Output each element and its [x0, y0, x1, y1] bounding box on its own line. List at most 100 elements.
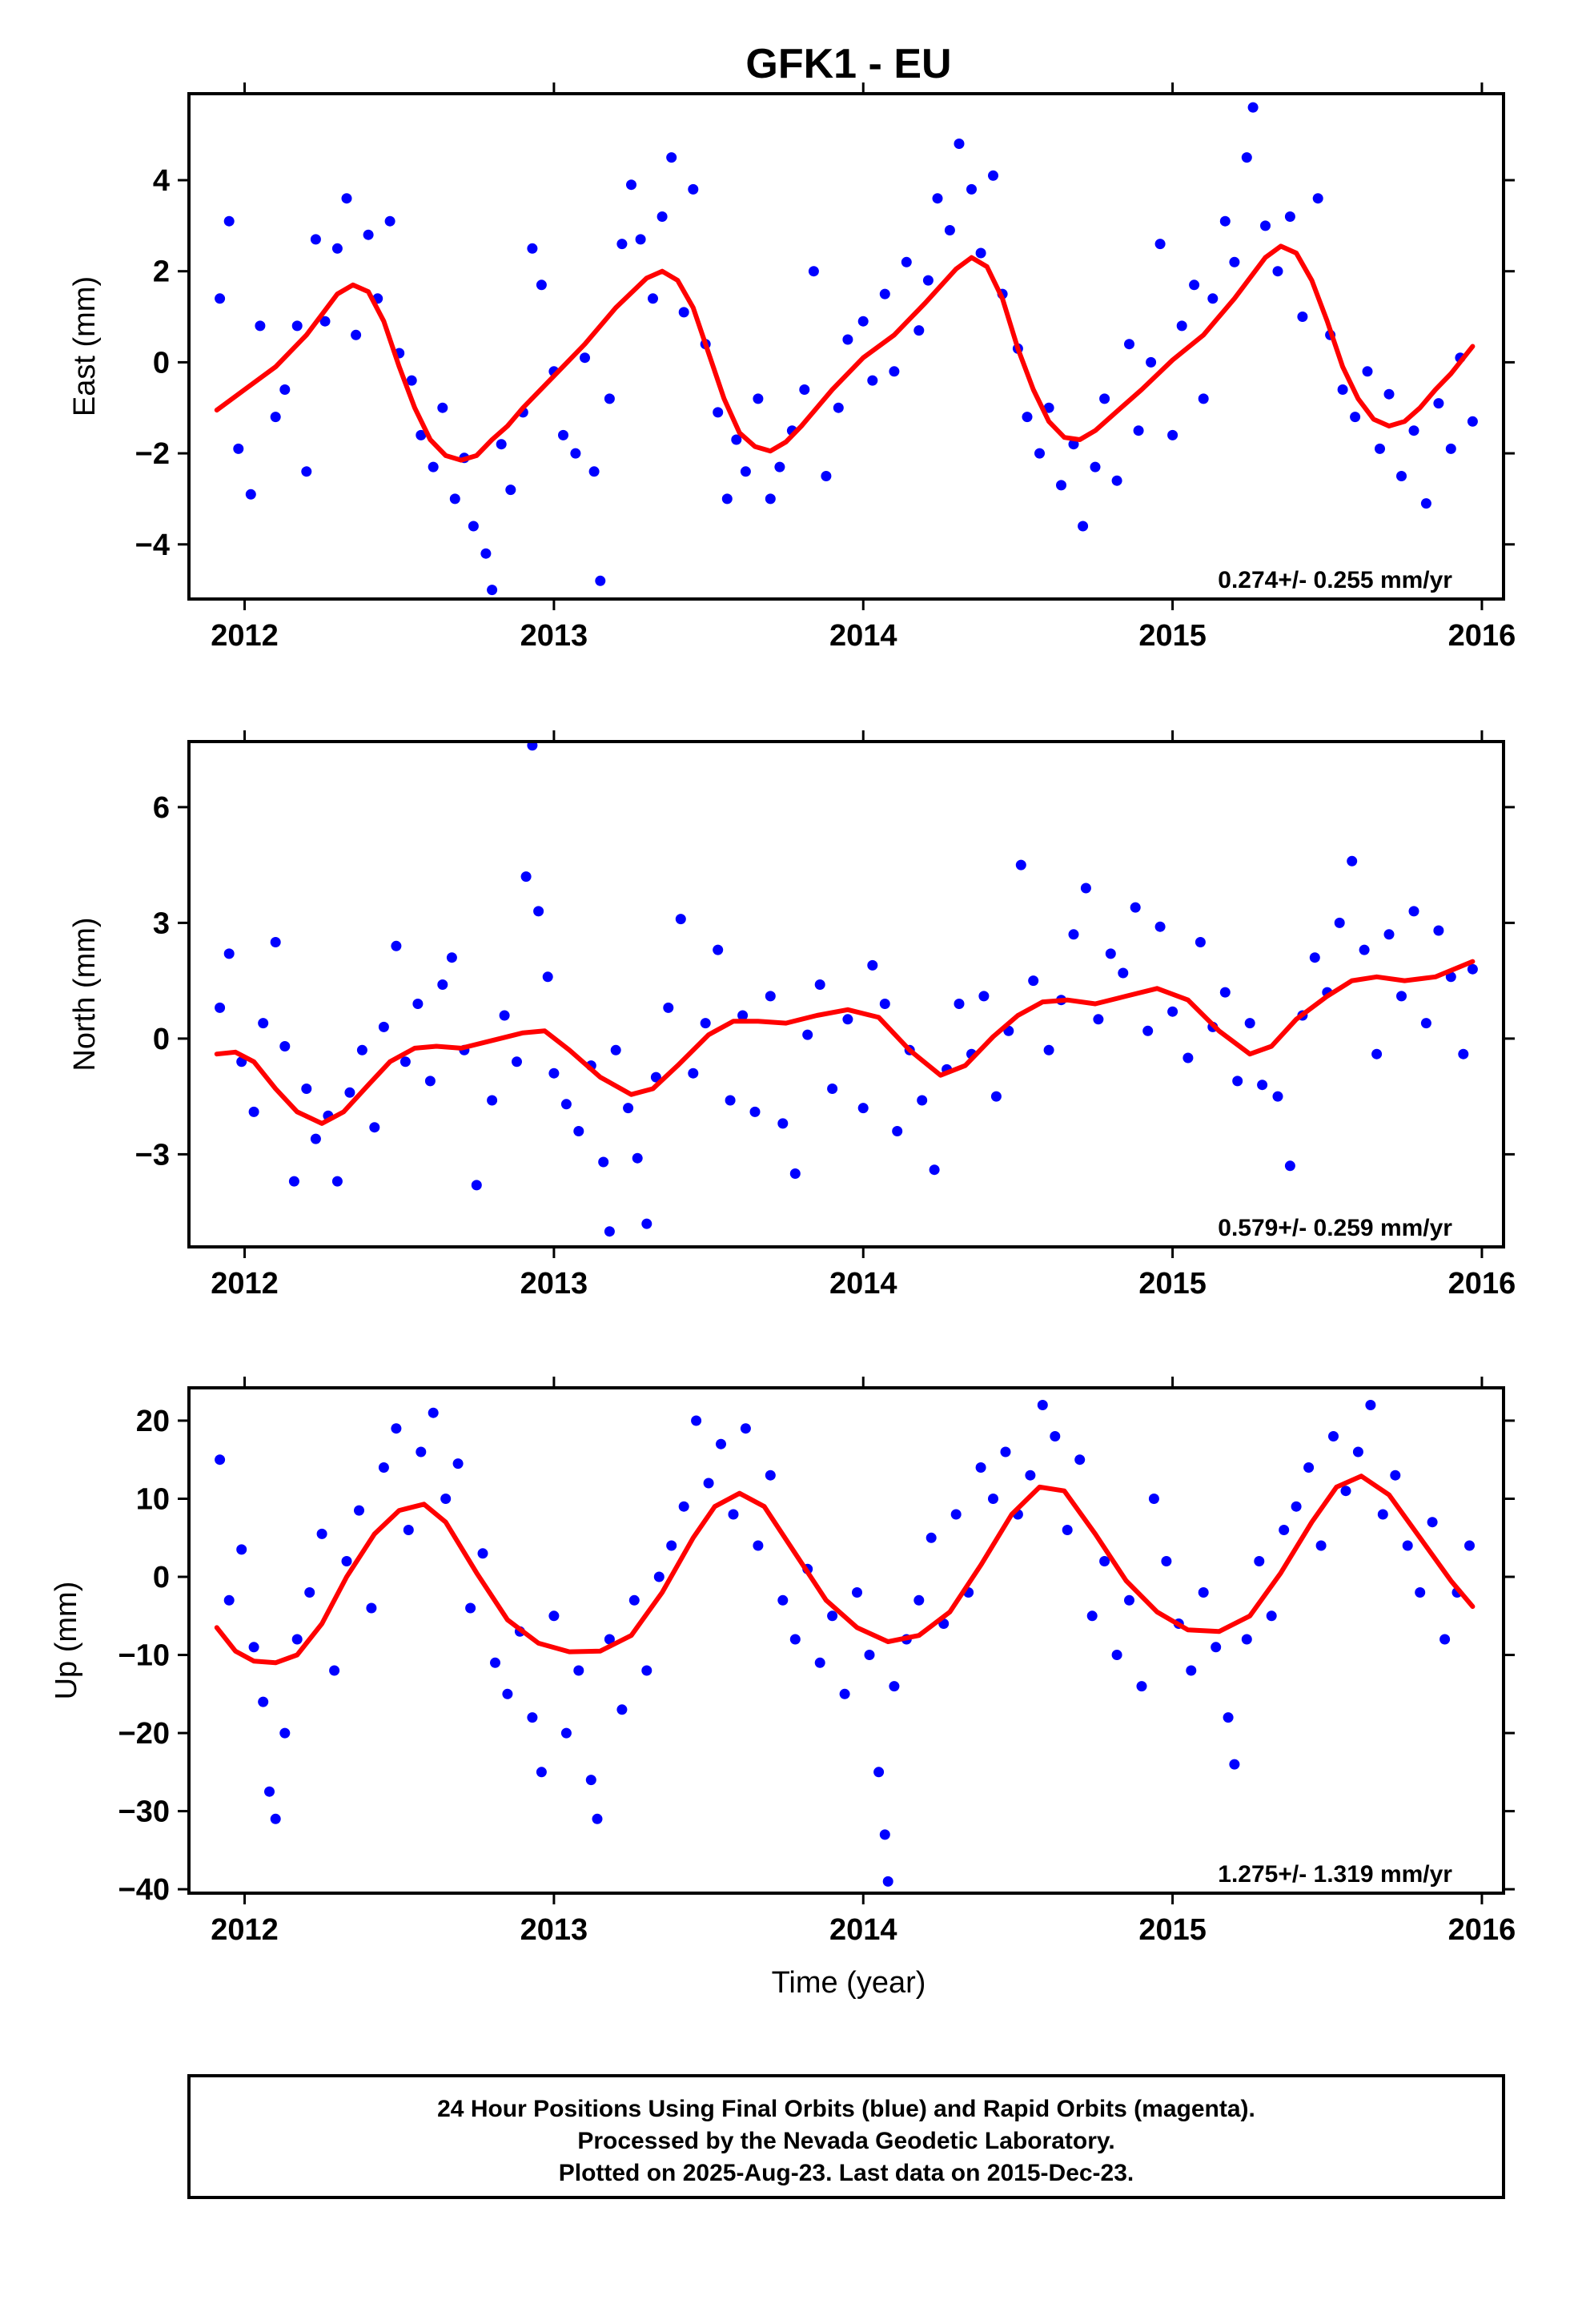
east-data-point — [1099, 393, 1110, 404]
up-data-point — [873, 1767, 885, 1778]
east-data-point — [889, 366, 900, 377]
up-data-point — [536, 1767, 547, 1778]
east-data-point — [1312, 193, 1323, 204]
up-data-point — [1000, 1446, 1011, 1458]
up-data-point — [279, 1727, 291, 1739]
north-data-point — [310, 1133, 321, 1144]
up-data-point — [789, 1634, 801, 1645]
up-data-point — [616, 1704, 628, 1715]
east-data-point — [1362, 366, 1373, 377]
north-data-point — [248, 1106, 259, 1117]
east-data-point — [416, 429, 427, 440]
up-data-point — [765, 1470, 776, 1481]
east-data-point — [833, 402, 844, 413]
east-data-point — [821, 471, 832, 481]
east-data-point — [648, 293, 658, 304]
north-data-point — [560, 1099, 572, 1110]
north-data-point — [1167, 1006, 1178, 1017]
north-data-point — [499, 1010, 510, 1021]
north-y-tick-label: 6 — [153, 791, 170, 825]
north-data-point — [1182, 1052, 1194, 1063]
north-data-point — [1015, 859, 1026, 870]
east-data-point — [1034, 448, 1045, 459]
east-data-point — [310, 234, 321, 245]
north-data-point — [1272, 1091, 1283, 1102]
north-data-point — [1154, 921, 1166, 932]
east-x-tick-label: 2015 — [1138, 619, 1207, 653]
up-data-point — [1279, 1525, 1290, 1535]
east-data-point — [1068, 439, 1079, 450]
east-data-point — [595, 575, 606, 586]
east-data-point — [341, 193, 352, 204]
east-data-point — [1337, 384, 1348, 395]
up-y-tick-label: −30 — [118, 1795, 170, 1829]
north-y-tick-label: 0 — [153, 1023, 170, 1056]
east-y-tick-label: −4 — [135, 529, 170, 562]
north-x-tick-label: 2013 — [520, 1267, 588, 1301]
north-data-point — [331, 1176, 343, 1187]
east-data-point — [713, 407, 724, 418]
footer-line-3: Plotted on 2025-Aug-23. Last data on 201… — [559, 2160, 1134, 2186]
north-data-point — [573, 1126, 584, 1136]
east-rate-label: 0.274+/- 0.255 mm/yr — [1218, 567, 1452, 593]
up-data-point — [1136, 1681, 1147, 1692]
up-plot-frame — [187, 1386, 1505, 1895]
north-data-point — [929, 1164, 940, 1176]
east-data-point — [558, 429, 568, 440]
east-data-point — [1420, 498, 1431, 509]
up-data-point — [728, 1509, 739, 1520]
north-x-tick-label: 2016 — [1448, 1267, 1516, 1301]
north-data-point — [1371, 1048, 1383, 1059]
up-data-point — [1086, 1610, 1098, 1622]
east-data-point — [988, 170, 998, 181]
up-data-point — [548, 1610, 560, 1622]
north-data-point — [424, 1076, 436, 1087]
north-data-point — [1467, 963, 1478, 975]
up-data-point — [329, 1665, 340, 1676]
up-data-point — [248, 1642, 259, 1653]
east-data-point — [774, 461, 785, 472]
up-data-point — [1352, 1446, 1363, 1458]
east-data-point — [626, 179, 636, 191]
up-data-point — [428, 1407, 439, 1418]
north-data-point — [604, 1226, 615, 1237]
up-data-point — [1291, 1501, 1302, 1512]
up-data-point — [1241, 1634, 1252, 1645]
up-data-point — [678, 1501, 689, 1512]
east-x-tick-label: 2012 — [211, 619, 279, 653]
north-data-point — [1284, 1160, 1295, 1172]
up-data-point — [1427, 1517, 1438, 1528]
east-panel: 2012 2013 2014 2015 2016 −4 −2 0 2 4 East (mm) 0.27… — [68, 82, 1516, 653]
east-data-point — [527, 243, 538, 254]
north-y-tick-label: 3 — [153, 907, 170, 940]
east-data-point — [480, 548, 492, 559]
up-data-point — [1303, 1462, 1315, 1473]
up-data-point — [839, 1688, 850, 1699]
east-data-point — [255, 320, 266, 332]
up-data-point — [560, 1727, 572, 1739]
east-data-point — [505, 485, 516, 496]
east-data-point — [468, 521, 479, 532]
east-data-point — [966, 183, 977, 195]
north-data-point — [725, 1095, 736, 1106]
east-data-point — [666, 152, 677, 163]
north-data-point — [1309, 952, 1320, 963]
up-data-point — [264, 1786, 275, 1797]
up-data-point — [440, 1494, 452, 1504]
up-data-point — [1254, 1556, 1265, 1566]
up-data-point — [258, 1696, 269, 1707]
east-data-point — [1375, 443, 1385, 454]
east-data-point — [1396, 471, 1407, 481]
up-data-point — [852, 1587, 862, 1598]
up-data-point — [403, 1525, 414, 1535]
east-data-point — [1111, 475, 1122, 486]
up-data-point — [291, 1634, 303, 1645]
up-y-tick-label: 0 — [153, 1561, 170, 1594]
north-data-point — [688, 1068, 699, 1079]
north-rate-label: 0.579+/- 0.259 mm/yr — [1218, 1215, 1452, 1241]
up-data-point — [490, 1657, 500, 1668]
north-data-point — [378, 1021, 389, 1032]
east-data-point — [1383, 388, 1395, 400]
east-data-point — [588, 466, 600, 477]
east-data-point — [570, 448, 581, 459]
